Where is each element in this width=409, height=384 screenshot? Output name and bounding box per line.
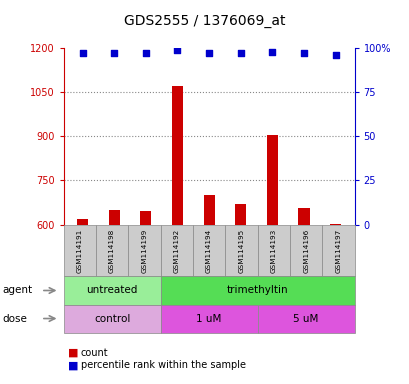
Text: GSM114195: GSM114195	[238, 228, 244, 273]
Point	[300, 50, 307, 56]
Text: 5 uM: 5 uM	[293, 313, 318, 324]
Bar	[266, 135, 277, 225]
Point	[174, 47, 180, 53]
Text: GSM114196: GSM114196	[302, 228, 308, 273]
Point	[205, 50, 212, 56]
Bar	[329, 224, 340, 225]
Point	[237, 50, 243, 56]
Text: count: count	[81, 348, 108, 358]
Bar	[140, 210, 151, 225]
Text: GSM114191: GSM114191	[76, 228, 83, 273]
Text: ■: ■	[67, 360, 78, 370]
Point	[110, 50, 117, 56]
Bar	[108, 210, 119, 225]
Point	[332, 52, 338, 58]
Text: control: control	[94, 313, 130, 324]
Text: GSM114193: GSM114193	[270, 228, 276, 273]
Bar	[203, 195, 214, 225]
Text: percentile rank within the sample: percentile rank within the sample	[81, 360, 245, 370]
Text: 1 uM: 1 uM	[196, 313, 221, 324]
Bar	[171, 86, 182, 225]
Text: untreated: untreated	[86, 285, 137, 296]
Text: dose: dose	[2, 313, 27, 324]
Point	[79, 50, 85, 56]
Bar	[235, 204, 246, 225]
Point	[268, 48, 275, 55]
Text: GSM114194: GSM114194	[206, 228, 211, 273]
Text: GSM114197: GSM114197	[335, 228, 341, 273]
Text: agent: agent	[2, 285, 32, 296]
Text: trimethyltin: trimethyltin	[226, 285, 288, 296]
Text: GSM114192: GSM114192	[173, 228, 179, 273]
Point	[142, 50, 149, 56]
Bar	[298, 209, 309, 225]
Text: ■: ■	[67, 348, 78, 358]
Text: GSM114199: GSM114199	[141, 228, 147, 273]
Text: GSM114198: GSM114198	[109, 228, 115, 273]
Text: GDS2555 / 1376069_at: GDS2555 / 1376069_at	[124, 14, 285, 28]
Bar	[77, 219, 88, 225]
